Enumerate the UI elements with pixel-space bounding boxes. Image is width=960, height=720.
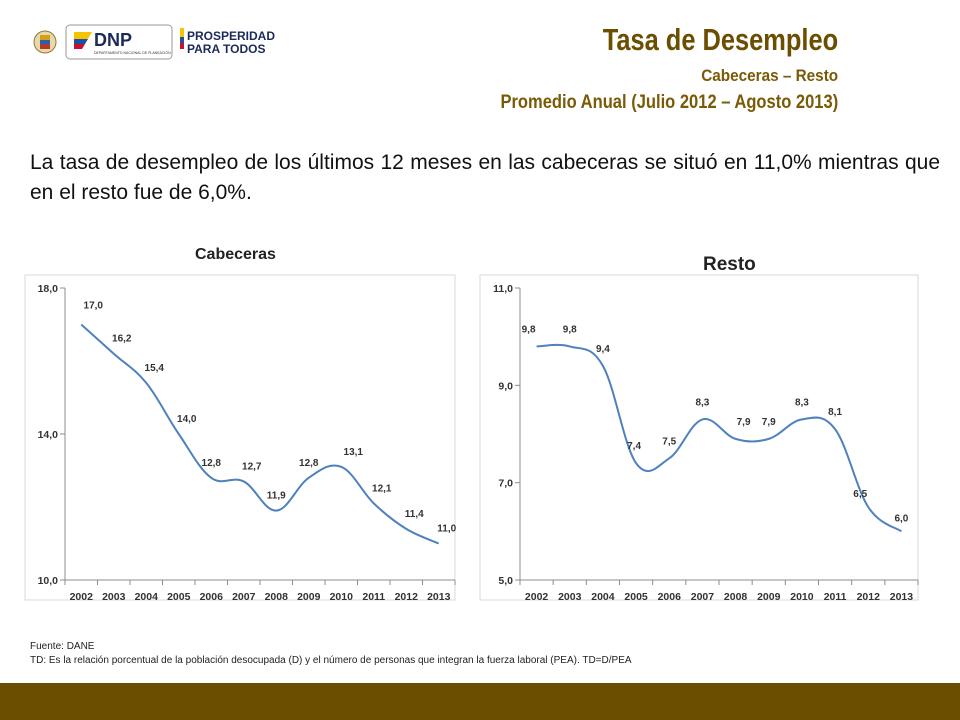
- x-tick-label: 2003: [102, 591, 126, 603]
- page-subtitle: Cabeceras – Resto: [701, 66, 838, 85]
- x-tick-label: 2010: [330, 591, 354, 603]
- data-label: 17,0: [84, 301, 104, 312]
- x-tick-label: 2009: [297, 591, 321, 603]
- x-tick-label: 2012: [857, 591, 881, 603]
- page-period: Promedio Anual (Julio 2012 – Agosto 2013…: [500, 92, 838, 113]
- series-line: [536, 343, 903, 533]
- definition-note: TD: Es la relación porcentual de la pobl…: [30, 655, 632, 666]
- data-label: 7,9: [762, 417, 776, 428]
- y-tick-label: 5,0: [498, 575, 513, 587]
- data-label: 12,1: [372, 483, 392, 494]
- x-tick-label: 2011: [362, 591, 385, 603]
- source-text: Fuente: DANE: [30, 641, 95, 652]
- data-label: 8,1: [828, 407, 842, 418]
- data-label: 12,8: [202, 458, 222, 469]
- data-label: 11,9: [267, 491, 286, 502]
- data-label: 7,4: [627, 441, 641, 452]
- colombia-flag-icon: [74, 32, 92, 49]
- x-tick-label: 2010: [790, 591, 814, 603]
- x-tick-label: 2008: [724, 591, 748, 603]
- x-tick-label: 2005: [167, 591, 191, 603]
- colombia-coat-of-arms-icon: [33, 30, 57, 54]
- x-tick-label: 2004: [591, 591, 615, 603]
- prosperidad-flag-icon: [180, 28, 184, 49]
- page-title: Tasa de Desempleo: [602, 22, 838, 57]
- x-tick-label: 2003: [558, 591, 582, 603]
- x-tick-label: 2002: [525, 591, 549, 603]
- data-label: 13,1: [344, 447, 364, 458]
- summary-text: La tasa de desempleo de los últimos 12 m…: [30, 151, 940, 204]
- x-tick-label: 2012: [395, 591, 419, 603]
- chart-title-cabeceras: Cabeceras: [195, 246, 276, 263]
- data-label: 9,4: [596, 344, 610, 355]
- data-label: 8,3: [795, 397, 809, 408]
- data-label: 8,3: [695, 397, 709, 408]
- y-tick-label: 11,0: [493, 283, 513, 295]
- data-label: 16,2: [112, 334, 132, 345]
- x-tick-label: 2006: [658, 591, 682, 603]
- y-tick-label: 14,0: [38, 429, 59, 441]
- footer-bar: [0, 683, 960, 720]
- dnp-logo-text: DNP: [94, 30, 132, 50]
- data-label: 11,4: [405, 509, 424, 520]
- chart-title-resto: Resto: [703, 254, 756, 275]
- data-label: 9,8: [522, 324, 536, 335]
- data-label: 7,9: [737, 417, 751, 428]
- x-tick-label: 2005: [624, 591, 648, 603]
- data-label: 11,0: [437, 524, 456, 535]
- x-tick-label: 2013: [890, 591, 914, 603]
- x-tick-label: 2007: [232, 591, 256, 603]
- x-tick-label: 2013: [427, 591, 451, 603]
- data-label: 7,5: [662, 436, 676, 447]
- series-line: [80, 323, 440, 545]
- x-tick-label: 2008: [265, 591, 289, 603]
- y-tick-label: 7,0: [498, 478, 513, 490]
- data-label: 15,4: [145, 363, 165, 374]
- chart-border: [479, 274, 919, 601]
- source-notes: Fuente: DANE TD: Es la relación porcentu…: [30, 640, 632, 668]
- x-tick-label: 2004: [135, 591, 159, 603]
- data-label: 14,0: [177, 414, 197, 425]
- data-label: 12,8: [299, 458, 319, 469]
- x-tick-label: 2006: [200, 591, 224, 603]
- x-tick-label: 2002: [70, 591, 94, 603]
- logos: DNP DEPARTAMENTO NACIONAL DE PLANEACIÓN …: [33, 24, 275, 60]
- chart-resto: 5,0 7,0 9,0 11,0 2002 2003 2004 2005 2006 2007 200…: [479, 274, 919, 603]
- data-label: 6,5: [853, 489, 867, 500]
- y-tick-label: 18,0: [38, 283, 59, 295]
- data-label: 6,0: [894, 513, 908, 524]
- data-label: 9,8: [563, 324, 577, 335]
- x-tick-label: 2011: [824, 591, 847, 603]
- dnp-logo-subtext: DEPARTAMENTO NACIONAL DE PLANEACIÓN: [94, 50, 171, 55]
- y-tick-label: 10,0: [38, 575, 59, 587]
- x-tick-label: 2009: [757, 591, 781, 603]
- y-tick-label: 9,0: [498, 380, 513, 392]
- prosperidad-logo-line1: PROSPERIDAD: [187, 29, 275, 43]
- data-label: 12,7: [242, 461, 262, 472]
- chart-border: [24, 274, 456, 601]
- chart-cabeceras: 10,0 14,0 18,0 2002 2003 2004 2005 2006 2007 2008…: [24, 274, 457, 603]
- x-tick-label: 2007: [691, 591, 715, 603]
- prosperidad-logo-line2: PARA TODOS: [187, 42, 265, 56]
